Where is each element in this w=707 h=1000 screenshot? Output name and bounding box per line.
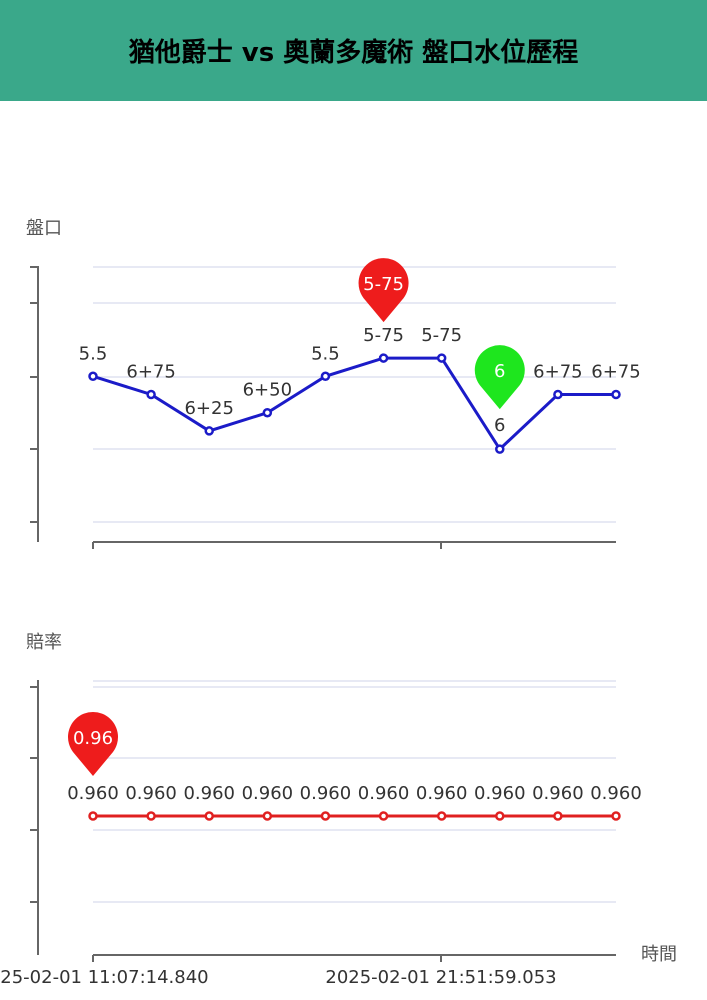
min-marker-pin-label: 6 [494, 361, 505, 382]
odds-data-label: 0.960 [532, 783, 584, 804]
handicap-data-label: 5.5 [79, 343, 108, 364]
handicap-data-label: 6+75 [533, 362, 582, 383]
handicap-series-line [92, 356, 616, 452]
handicap-data-label: 6 [494, 415, 505, 436]
max-marker-pin [358, 258, 409, 323]
min-marker-pin [474, 345, 525, 410]
odds-axis-label: 賠率 [26, 632, 62, 653]
handicap-data-label: 5-75 [363, 325, 404, 346]
odds-max-marker-pin-label: 0.96 [73, 728, 113, 749]
max-marker-pin-label: 5-75 [363, 274, 404, 295]
x-axis-title: 時間 [641, 944, 677, 965]
odds-data-label: 0.960 [183, 783, 235, 804]
handicap-data-label: 5-75 [421, 325, 462, 346]
handicap-point [495, 444, 505, 454]
handicap-point [553, 389, 563, 400]
odds-data-label: 0.960 [416, 783, 468, 804]
handicap-point [88, 371, 98, 382]
handicap-point [611, 389, 621, 400]
odds-history-chart: 盤口 5.5 6+75 6+25 6+50 5.5 5-75 5-75 6 6+75 6+75 5-7… [0, 218, 677, 988]
handicap-point [204, 426, 214, 436]
odds-data-label: 0.960 [590, 783, 642, 804]
odds-data-label: 0.960 [125, 783, 177, 804]
handicap-data-label: 6+50 [243, 380, 292, 401]
handicap-point [320, 371, 331, 382]
odds-point [436, 811, 447, 821]
odds-data-label: 0.960 [67, 783, 119, 804]
odds-point [495, 811, 505, 821]
odds-point [611, 811, 621, 821]
x-tick-label: 2025-02-01 11:07:14.840 [0, 967, 209, 988]
odds-data-label: 0.960 [242, 783, 294, 804]
handicap-data-label: 5.5 [311, 343, 340, 364]
odds-data-label: 0.960 [358, 783, 410, 804]
odds-max-marker-pin [67, 712, 118, 776]
handicap-data-label: 6+75 [591, 362, 640, 383]
odds-data-label: 0.960 [300, 783, 352, 804]
handicap-point [262, 407, 273, 418]
handicap-point [146, 389, 156, 400]
handicap-data-label: 6+25 [184, 398, 233, 419]
page-header: 猶他爵士 vs 奧蘭多魔術 盤口水位歷程 [0, 0, 707, 101]
odds-point [553, 811, 563, 821]
odds-point [320, 811, 331, 821]
odds-point [88, 811, 98, 821]
odds-point [262, 811, 273, 821]
odds-point [146, 811, 156, 821]
page-title: 猶他爵士 vs 奧蘭多魔術 盤口水位歷程 [128, 38, 579, 68]
odds-point [204, 811, 214, 821]
x-tick-label: 2025-02-01 21:51:59.053 [325, 967, 556, 988]
handicap-point [436, 353, 447, 363]
handicap-point [378, 353, 389, 363]
handicap-data-label: 6+75 [126, 362, 175, 383]
handicap-axis-label: 盤口 [26, 218, 62, 239]
odds-data-label: 0.960 [474, 783, 526, 804]
odds-point [378, 811, 389, 821]
